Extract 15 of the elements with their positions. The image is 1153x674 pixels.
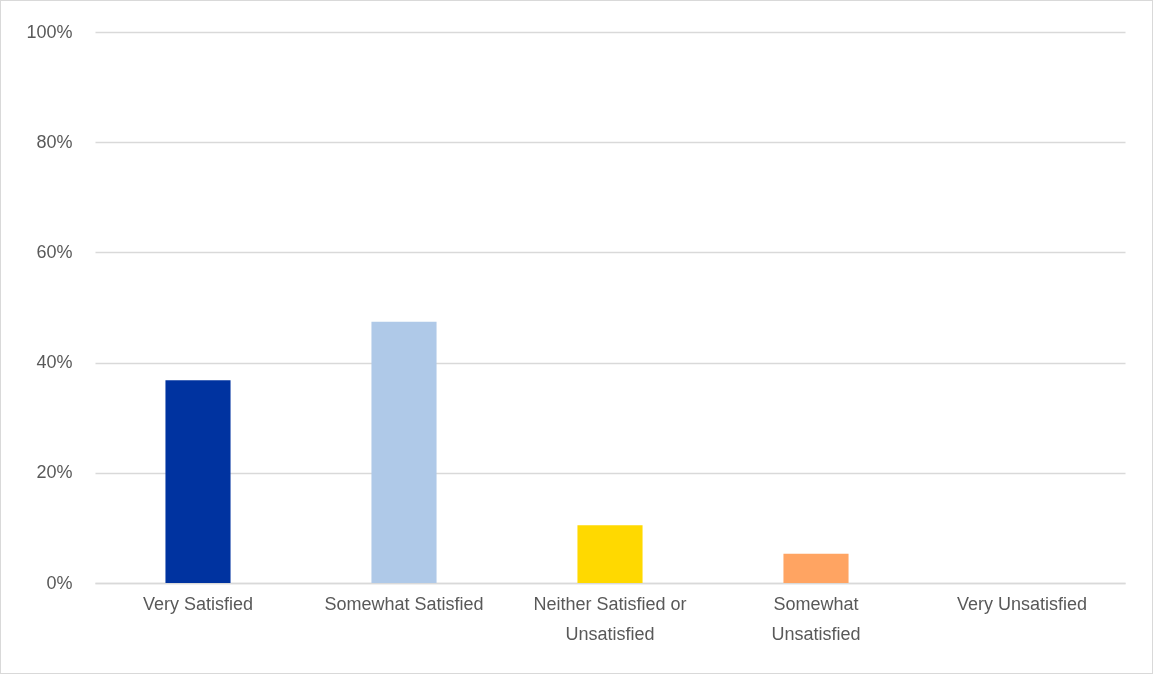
x-tick-label: Very Satisfied (142, 593, 254, 614)
x-tick-label: Neither Satisfied or Unsatisfied (533, 593, 687, 644)
bar (577, 525, 643, 583)
y-tick-label: 100% (26, 21, 73, 42)
y-tick-label: 40% (36, 352, 73, 373)
x-tick-label: Very Unsatisfied (956, 593, 1088, 614)
bar (783, 553, 849, 583)
y-tick-label: 20% (36, 462, 73, 483)
y-tick-label: 80% (36, 131, 73, 152)
y-tick-label: 60% (36, 241, 73, 262)
bar (371, 321, 437, 583)
x-tick-label: Somewhat Satisfied (324, 593, 484, 614)
bar (165, 380, 231, 583)
y-tick-label: 0% (46, 572, 73, 593)
x-tick-label: Somewhat Unsatisfied (771, 593, 861, 644)
